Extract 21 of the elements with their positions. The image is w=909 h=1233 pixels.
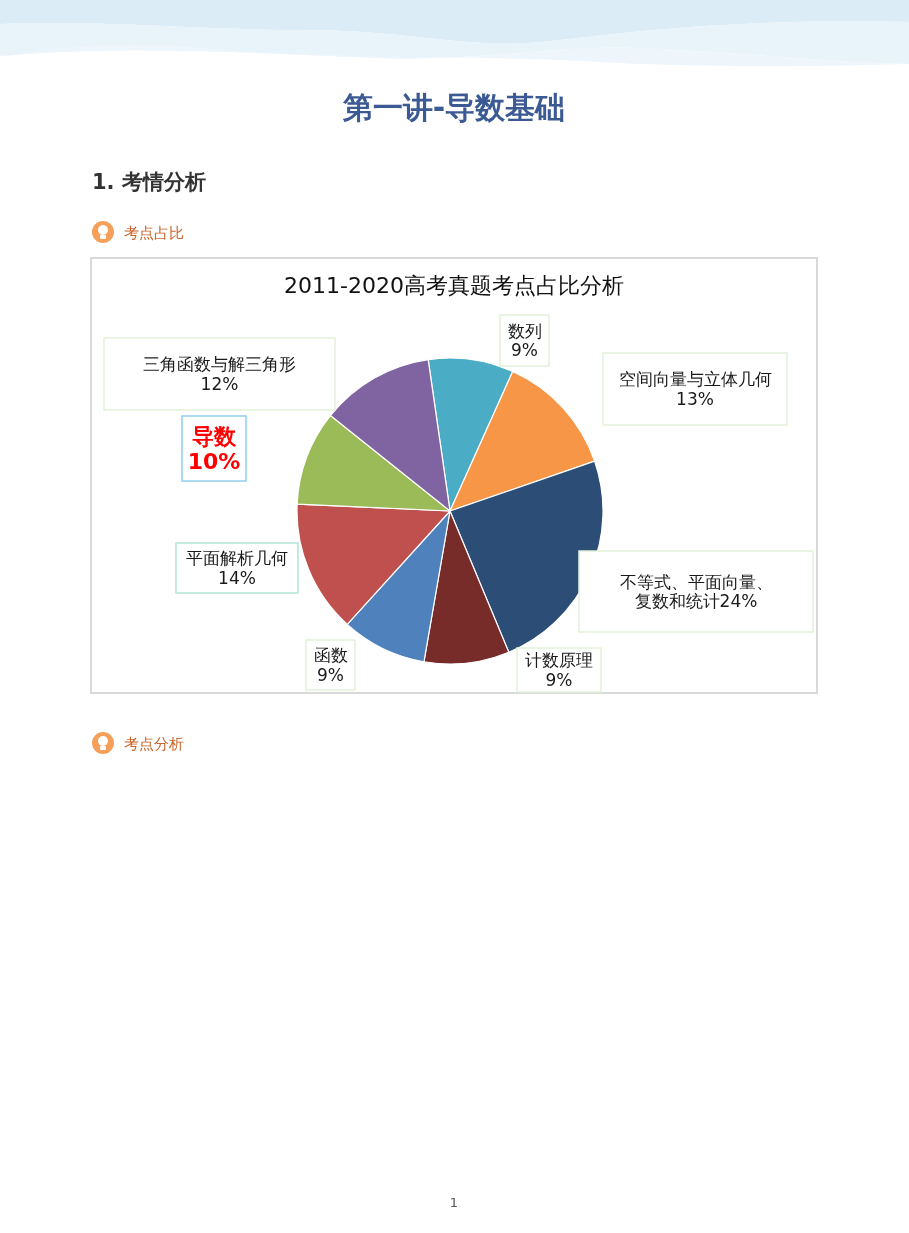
slice-label: 不等式、平面向量、复数和统计24% [619,571,773,612]
data-label: 9% [317,664,344,685]
slice-label: 计数原理 [525,650,593,671]
data-label: 10% [187,449,241,475]
slice-label: 平面解析几何 [186,548,288,569]
text: 第一讲-导数基础 [341,90,566,125]
data-label: 9% [545,669,573,690]
text: 1. 考情分析 [92,170,206,194]
data-label: 14% [218,567,256,588]
slice-label: 三角函数与解三角形 [143,354,296,375]
data-label: 13% [676,388,714,409]
text: 考点占比 [124,224,184,242]
data-label: 9% [511,340,538,361]
data-label: 12% [200,373,239,394]
slice-label: 数列 [507,320,542,341]
text: 1 [449,1195,459,1210]
slice-label: 导数 [192,423,237,449]
text: 考点分析 [124,735,184,753]
chart-title: 2011-2020高考真题考点占比分析 [284,273,624,298]
slice-label: 空间向量与立体几何 [618,369,772,390]
slice-label: 函数 [313,645,348,666]
